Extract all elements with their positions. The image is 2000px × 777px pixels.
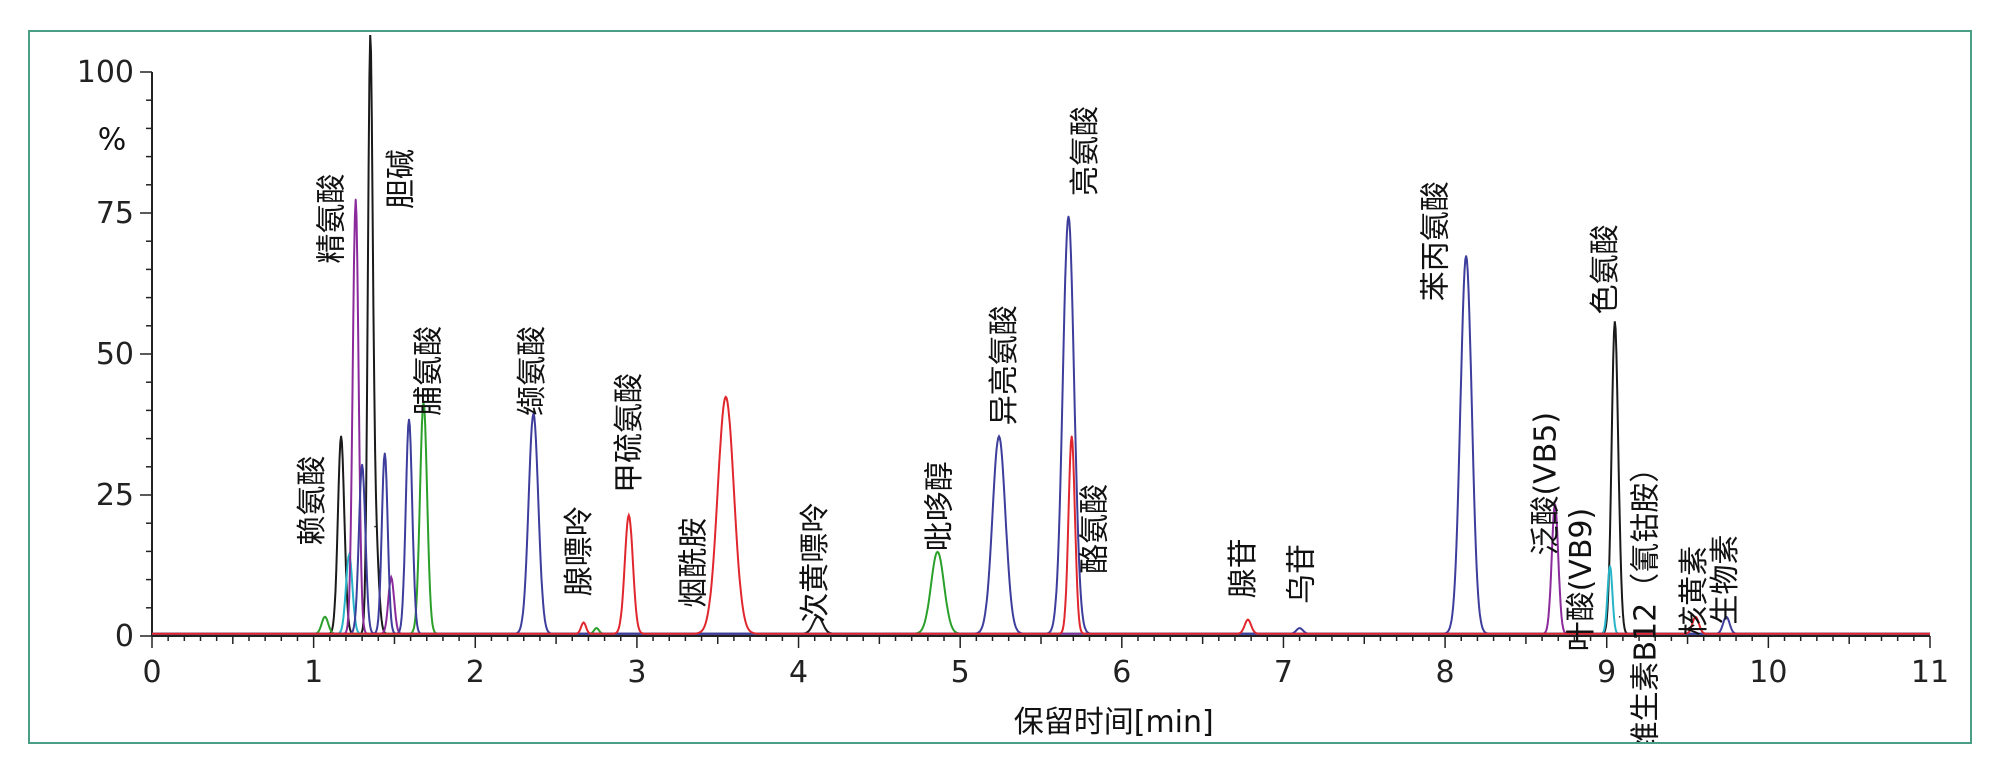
traces [152, 34, 1930, 635]
peak-apex [1725, 616, 1728, 618]
peak-apex [1618, 616, 1621, 618]
x-tick-label: 5 [951, 655, 970, 690]
x-tick-label: 0 [142, 655, 161, 690]
peak-apex [725, 396, 727, 398]
peak-apex [348, 553, 350, 556]
x-tick-label: 1 [304, 655, 323, 690]
peak-label: 甲硫氨酸 [612, 373, 647, 493]
peak-apex [361, 463, 363, 466]
peak-label: 乌苷 [1284, 544, 1319, 604]
peak-label: 酪氨酸 [1077, 484, 1112, 574]
peak-apex [1554, 503, 1556, 505]
peak-label: 苯丙氨酸 [1419, 181, 1454, 301]
chart-frame: 0 1 2 3 4 5 6 7 8 9 10 11 0 25 50 75 100 赖氨酸 精氨酸 胆碱 脯氨酸 缬氨酸… [28, 30, 1972, 744]
x-tick-label: 2 [466, 655, 485, 690]
peak-apex [1609, 565, 1611, 567]
peak-label: 胆碱 [384, 149, 419, 209]
x-axis-title: 保留时间[min] [1014, 705, 1214, 740]
y-tick-label: 25 [96, 478, 134, 513]
peak-apex [383, 452, 386, 455]
y-ticks: 0 25 50 75 100 [77, 55, 152, 654]
x-tick-label: 8 [1436, 655, 1455, 690]
peak-label: 烟酰胺 [677, 518, 712, 608]
peak-label: 泛酸(VB5) [1528, 412, 1563, 556]
peak-label: 精氨酸 [315, 174, 350, 264]
peak-apex [340, 435, 342, 438]
peak-apex [1614, 322, 1616, 325]
peak-apex [354, 198, 357, 201]
peak-label: 缬氨酸 [515, 326, 550, 416]
peak-label: 异亮氨酸 [987, 305, 1022, 425]
y-tick-label: 50 [96, 337, 134, 372]
x-tick-label: 11 [1911, 655, 1949, 690]
y-tick-label: 0 [115, 619, 134, 654]
x-tick-label: 7 [1274, 655, 1293, 690]
peak-apex [374, 525, 376, 528]
peak-apex [998, 435, 1000, 438]
peak-apex [628, 514, 630, 517]
peak-apex [1694, 616, 1697, 618]
x-tick-label: 4 [789, 655, 808, 690]
y-tick-label: 75 [96, 196, 134, 231]
peak-label: 吡哆醇 [922, 461, 957, 551]
peak-apex [532, 412, 535, 415]
peak-apex [324, 616, 326, 618]
peak-apex [1070, 435, 1073, 438]
peak-apex [817, 616, 819, 618]
x-tick-label: 10 [1749, 655, 1787, 690]
peak-label: 腺嘌呤 [562, 506, 597, 596]
peak-label: 赖氨酸 [295, 456, 330, 546]
peak-apex [390, 576, 393, 579]
peak-apex [1298, 627, 1301, 629]
peak-apex [595, 627, 598, 629]
peak-label: 叶酸(VB9) [1564, 508, 1599, 652]
peak-label: 色氨酸 [1588, 224, 1623, 314]
peak-label: 次黄嘌呤 [798, 503, 833, 623]
peak-apex [1247, 618, 1249, 621]
peak-label: 亮氨酸 [1068, 106, 1103, 196]
x-ticks: 0 1 2 3 4 5 6 7 8 9 10 11 [142, 636, 1949, 690]
peak-apex [936, 551, 939, 553]
trace-red [152, 395, 1930, 635]
peak-apex [408, 418, 410, 421]
peak-label: 腺苷 [1226, 538, 1261, 598]
y-tick-label: 100 [77, 55, 134, 90]
x-tick-label: 6 [1112, 655, 1131, 690]
peak-apex [582, 621, 585, 624]
peak-label: 核黄素 [1677, 546, 1712, 636]
peak-label: 脯氨酸 [412, 326, 447, 416]
x-tick-label: 9 [1597, 655, 1616, 690]
peak-apex [369, 68, 372, 71]
peak-label: 生物素 [1708, 535, 1743, 625]
peak-apex [422, 401, 425, 404]
peak-label: 维生素B12（氰钴胺） [1629, 453, 1664, 742]
y-axis-title: % [98, 123, 127, 158]
peak-apex [1465, 255, 1467, 257]
peak-apex [1067, 215, 1070, 218]
x-tick-label: 3 [627, 655, 646, 690]
